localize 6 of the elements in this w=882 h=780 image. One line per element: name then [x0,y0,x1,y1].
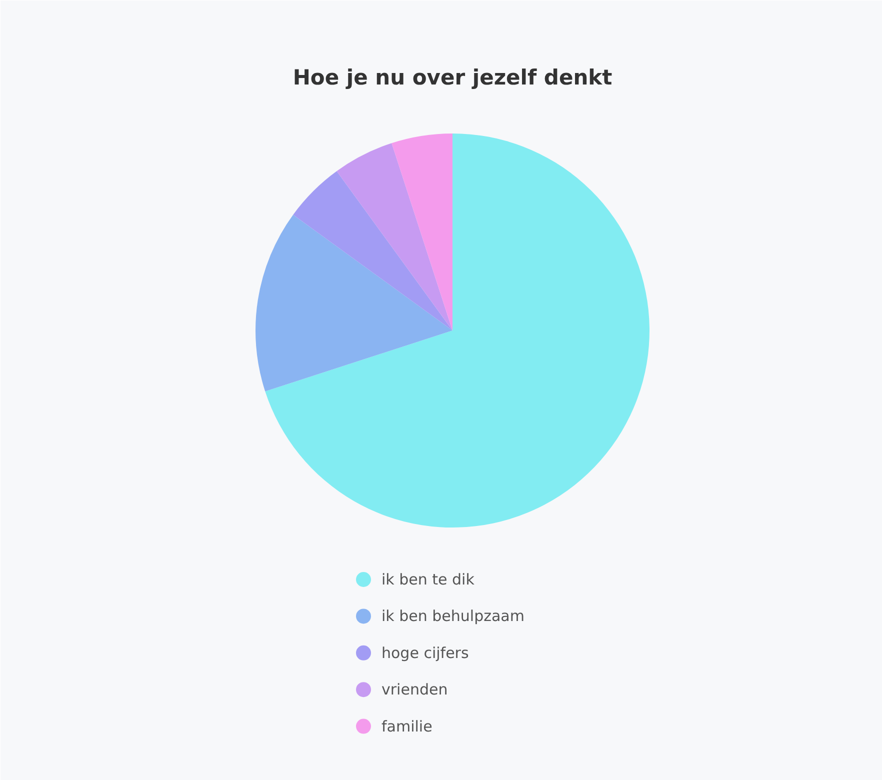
legend-label: vrienden [382,680,448,699]
legend-label: ik ben te dik [382,570,475,588]
legend-label: hoge cijfers [382,644,469,662]
legend-label: familie [382,717,432,736]
legend-label: ik ben behulpzaam [382,607,524,626]
chart-title: Hoe je nu over jezelf denkt [292,66,612,90]
